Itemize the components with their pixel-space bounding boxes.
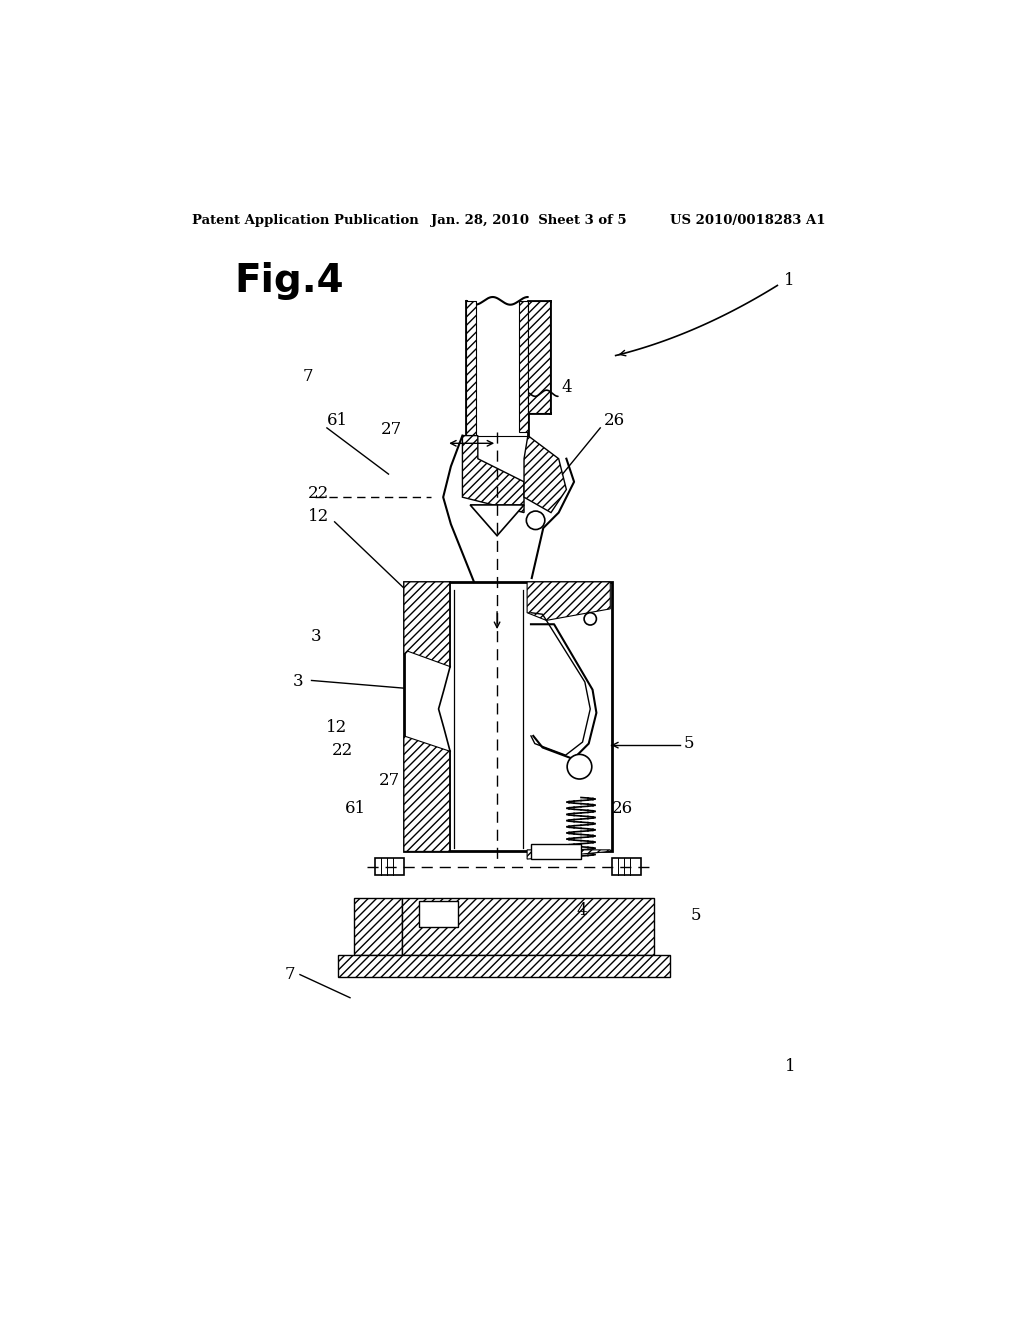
Text: 26: 26 (611, 800, 633, 817)
Text: 3: 3 (310, 627, 321, 644)
Text: 61: 61 (345, 800, 367, 817)
Text: 4: 4 (577, 902, 587, 919)
Circle shape (567, 755, 592, 779)
Text: 12: 12 (326, 719, 347, 737)
Polygon shape (354, 898, 402, 956)
Text: 1: 1 (783, 272, 795, 289)
Polygon shape (524, 436, 566, 512)
Text: 27: 27 (379, 772, 400, 789)
Polygon shape (528, 301, 550, 412)
Polygon shape (403, 737, 451, 851)
Text: 1: 1 (785, 1057, 796, 1074)
Text: 61: 61 (327, 412, 348, 429)
Text: 7: 7 (285, 966, 295, 983)
Polygon shape (339, 956, 670, 977)
Text: 7: 7 (302, 368, 313, 385)
Polygon shape (531, 843, 581, 859)
Text: Patent Application Publication: Patent Application Publication (193, 214, 419, 227)
Polygon shape (403, 582, 451, 667)
Polygon shape (375, 858, 403, 875)
Polygon shape (463, 436, 524, 512)
Text: 3: 3 (292, 673, 303, 690)
Circle shape (584, 612, 596, 626)
Text: 22: 22 (307, 484, 329, 502)
Polygon shape (466, 301, 475, 436)
Polygon shape (419, 902, 458, 927)
Text: 27: 27 (381, 421, 402, 438)
Text: 5: 5 (683, 735, 694, 752)
Text: 5: 5 (690, 907, 700, 924)
Polygon shape (403, 582, 611, 851)
Text: US 2010/0018283 A1: US 2010/0018283 A1 (670, 214, 825, 227)
Text: 12: 12 (307, 508, 329, 525)
Polygon shape (518, 301, 528, 432)
Polygon shape (527, 850, 610, 859)
Circle shape (526, 511, 545, 529)
Text: Fig.4: Fig.4 (234, 263, 344, 301)
Polygon shape (402, 898, 654, 956)
Text: 26: 26 (604, 412, 626, 429)
Text: 4: 4 (562, 379, 572, 396)
Text: Jan. 28, 2010  Sheet 3 of 5: Jan. 28, 2010 Sheet 3 of 5 (431, 214, 627, 227)
Polygon shape (527, 582, 610, 620)
Polygon shape (611, 858, 641, 875)
Text: 22: 22 (332, 742, 353, 759)
Polygon shape (470, 506, 524, 536)
